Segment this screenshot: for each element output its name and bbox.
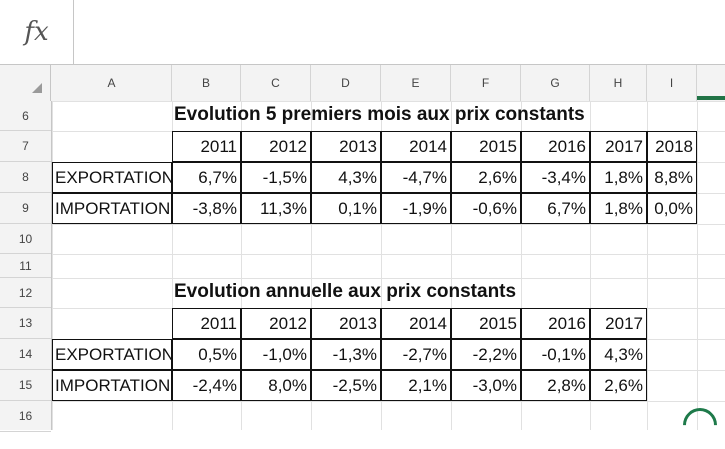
row-header-9[interactable]: 9 <box>0 193 51 224</box>
table1-export-value[interactable]: 1,8% <box>590 162 647 193</box>
table1-import-value[interactable]: -3,8% <box>172 193 241 224</box>
table1-year-2013[interactable]: 2013 <box>311 131 381 162</box>
gridline-vertical <box>647 101 648 430</box>
gridline-vertical <box>311 101 312 430</box>
table1-export-label[interactable]: EXPORTATION <box>52 162 172 193</box>
table2-year-2014[interactable]: 2014 <box>381 308 451 339</box>
table2-year-2011[interactable]: 2011 <box>172 308 241 339</box>
table2-year-2013[interactable]: 2013 <box>311 308 381 339</box>
cell-grid[interactable]: Evolution 5 premiers mois aux prix const… <box>52 101 725 430</box>
column-header-a[interactable]: A <box>52 65 172 101</box>
table1-import-label[interactable]: IMPORTATION <box>52 193 172 224</box>
row-header-12[interactable]: 12 <box>0 278 51 308</box>
table1-import-value[interactable]: 0,0% <box>647 193 697 224</box>
gridline-horizontal <box>52 101 725 102</box>
gridline-horizontal <box>52 224 725 225</box>
table1-title: Evolution 5 premiers mois aux prix const… <box>174 104 585 125</box>
formula-input[interactable] <box>75 0 725 64</box>
gridline-vertical <box>590 101 591 430</box>
row-header-13[interactable]: 13 <box>0 308 51 339</box>
table2-import-value[interactable]: -3,0% <box>451 370 521 401</box>
table2-year-2015[interactable]: 2015 <box>451 308 521 339</box>
table2-import-value[interactable]: 2,1% <box>381 370 451 401</box>
column-header-d[interactable]: D <box>311 65 381 101</box>
table1-year-2014[interactable]: 2014 <box>381 131 451 162</box>
formula-bar: fx <box>0 0 725 65</box>
table2-import-value[interactable]: 2,6% <box>590 370 647 401</box>
gridline-vertical <box>241 101 242 430</box>
table1-export-value[interactable]: 8,8% <box>647 162 697 193</box>
select-all-corner[interactable] <box>0 65 51 101</box>
table1-year-2016[interactable]: 2016 <box>521 131 590 162</box>
table2-import-value[interactable]: -2,5% <box>311 370 381 401</box>
table1-year-2011[interactable]: 2011 <box>172 131 241 162</box>
table1-export-value[interactable]: -4,7% <box>381 162 451 193</box>
row-headers: 6 7 8 9 10 11 12 13 14 15 16 <box>0 101 52 432</box>
row-header-6[interactable]: 6 <box>0 101 51 131</box>
gridline-vertical <box>697 101 698 430</box>
table2-export-value[interactable]: 0,5% <box>172 339 241 370</box>
row-header-14[interactable]: 14 <box>0 339 51 370</box>
table2-year-2016[interactable]: 2016 <box>521 308 590 339</box>
column-header-c[interactable]: C <box>241 65 311 101</box>
table1-import-value[interactable]: 0,1% <box>311 193 381 224</box>
table2-export-value[interactable]: -0,1% <box>521 339 590 370</box>
table1-import-value[interactable]: 6,7% <box>521 193 590 224</box>
table2-year-2017[interactable]: 2017 <box>590 308 647 339</box>
table2-export-value[interactable]: -2,7% <box>381 339 451 370</box>
column-header-b[interactable]: B <box>172 65 241 101</box>
gridline-vertical <box>172 101 173 430</box>
table2-import-value[interactable]: 2,8% <box>521 370 590 401</box>
gridline-horizontal <box>52 254 725 255</box>
column-header-i[interactable]: I <box>647 65 697 101</box>
table1-import-value[interactable]: -0,6% <box>451 193 521 224</box>
column-header-g[interactable]: G <box>521 65 590 101</box>
table1-import-value[interactable]: 11,3% <box>241 193 311 224</box>
table2-import-value[interactable]: 8,0% <box>241 370 311 401</box>
row-header-15[interactable]: 15 <box>0 370 51 401</box>
table1-year-2017[interactable]: 2017 <box>590 131 647 162</box>
fx-icon[interactable]: fx <box>0 0 74 64</box>
table1-export-value[interactable]: -1,5% <box>241 162 311 193</box>
row-header-10[interactable]: 10 <box>0 224 51 254</box>
select-all-triangle-icon <box>32 83 42 93</box>
table1-export-value[interactable]: 2,6% <box>451 162 521 193</box>
table1-export-value[interactable]: 6,7% <box>172 162 241 193</box>
table2-import-value[interactable]: -2,4% <box>172 370 241 401</box>
table1-export-value[interactable]: 4,3% <box>311 162 381 193</box>
table2-export-label[interactable]: EXPORTATION <box>52 339 172 370</box>
table2-export-value[interactable]: 4,3% <box>590 339 647 370</box>
row-header-7[interactable]: 7 <box>0 131 51 162</box>
row-header-16[interactable]: 16 <box>0 401 51 432</box>
table2-export-value[interactable]: -1,3% <box>311 339 381 370</box>
table1-year-2015[interactable]: 2015 <box>451 131 521 162</box>
column-selection-indicator <box>697 96 725 100</box>
table1-year-2018[interactable]: 2018 <box>647 131 697 162</box>
gridline-vertical <box>381 101 382 430</box>
gridline-horizontal <box>52 278 725 279</box>
column-header-f[interactable]: F <box>451 65 521 101</box>
table2-year-2012[interactable]: 2012 <box>241 308 311 339</box>
column-header-h[interactable]: H <box>590 65 647 101</box>
table1-import-value[interactable]: -1,9% <box>381 193 451 224</box>
gridline-vertical <box>451 101 452 430</box>
column-header-e[interactable]: E <box>381 65 451 101</box>
table1-export-value[interactable]: -3,4% <box>521 162 590 193</box>
table2-title: Evolution annuelle aux prix constants <box>174 281 517 302</box>
gridline-vertical <box>52 101 53 430</box>
table2-import-label[interactable]: IMPORTATION <box>52 370 172 401</box>
table2-export-value[interactable]: -2,2% <box>451 339 521 370</box>
row-header-8[interactable]: 8 <box>0 162 51 193</box>
gridline-horizontal <box>52 401 725 402</box>
gridline-vertical <box>521 101 522 430</box>
table2-export-value[interactable]: -1,0% <box>241 339 311 370</box>
table1-import-value[interactable]: 1,8% <box>590 193 647 224</box>
row-header-11[interactable]: 11 <box>0 254 51 278</box>
table1-year-2012[interactable]: 2012 <box>241 131 311 162</box>
